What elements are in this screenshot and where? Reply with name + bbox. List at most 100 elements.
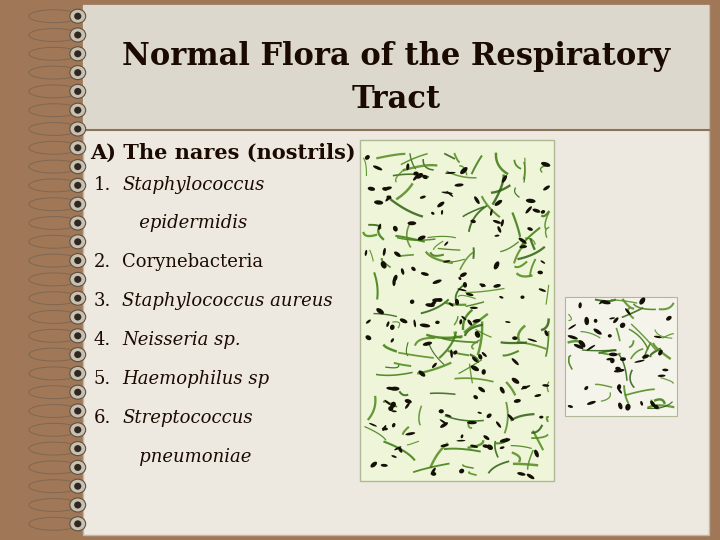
Ellipse shape	[371, 462, 377, 468]
Ellipse shape	[440, 419, 447, 424]
Ellipse shape	[74, 107, 81, 114]
Ellipse shape	[70, 310, 86, 324]
Ellipse shape	[474, 197, 480, 204]
Ellipse shape	[493, 284, 501, 288]
Ellipse shape	[459, 319, 462, 325]
Ellipse shape	[74, 13, 81, 19]
Ellipse shape	[74, 502, 81, 509]
Ellipse shape	[470, 220, 476, 223]
Ellipse shape	[74, 351, 81, 358]
Ellipse shape	[374, 200, 383, 205]
Ellipse shape	[477, 411, 482, 414]
Bar	[565, 297, 677, 416]
Ellipse shape	[606, 358, 613, 360]
Ellipse shape	[401, 268, 405, 275]
Ellipse shape	[625, 308, 631, 315]
Ellipse shape	[378, 224, 381, 230]
Ellipse shape	[445, 414, 451, 417]
Ellipse shape	[471, 366, 479, 371]
Ellipse shape	[413, 172, 418, 176]
Ellipse shape	[441, 444, 449, 447]
Text: Tract: Tract	[351, 84, 441, 116]
Ellipse shape	[599, 300, 605, 304]
Ellipse shape	[618, 402, 623, 409]
Ellipse shape	[74, 31, 81, 38]
Ellipse shape	[377, 308, 384, 314]
Ellipse shape	[431, 212, 434, 215]
Ellipse shape	[457, 288, 467, 291]
Ellipse shape	[441, 210, 443, 215]
Ellipse shape	[70, 461, 86, 475]
Ellipse shape	[74, 125, 81, 132]
Ellipse shape	[496, 421, 501, 428]
Ellipse shape	[568, 325, 576, 329]
Ellipse shape	[411, 267, 415, 271]
Ellipse shape	[70, 404, 86, 418]
Ellipse shape	[385, 195, 391, 201]
Ellipse shape	[526, 206, 532, 213]
Ellipse shape	[74, 144, 81, 151]
Ellipse shape	[405, 403, 410, 409]
Ellipse shape	[521, 385, 531, 389]
Ellipse shape	[459, 469, 464, 474]
Ellipse shape	[387, 195, 392, 199]
Ellipse shape	[460, 167, 467, 174]
Ellipse shape	[421, 272, 429, 276]
Ellipse shape	[567, 335, 578, 340]
Ellipse shape	[470, 444, 478, 448]
Ellipse shape	[388, 406, 393, 411]
Ellipse shape	[541, 162, 550, 167]
Ellipse shape	[463, 282, 467, 288]
Ellipse shape	[74, 521, 81, 527]
Ellipse shape	[383, 248, 386, 256]
Ellipse shape	[390, 402, 396, 408]
Ellipse shape	[615, 367, 621, 371]
Ellipse shape	[437, 201, 444, 207]
Ellipse shape	[70, 291, 86, 305]
Ellipse shape	[70, 254, 86, 268]
Ellipse shape	[505, 321, 510, 323]
Ellipse shape	[405, 399, 412, 403]
Ellipse shape	[386, 321, 390, 327]
Text: A) The nares (nostrils): A) The nares (nostrils)	[90, 143, 356, 163]
Ellipse shape	[413, 320, 416, 327]
Ellipse shape	[544, 330, 549, 336]
Ellipse shape	[432, 298, 441, 302]
Bar	[83, 5, 709, 535]
Ellipse shape	[70, 65, 86, 79]
Ellipse shape	[384, 400, 390, 405]
Ellipse shape	[366, 320, 371, 323]
Ellipse shape	[390, 325, 395, 330]
Ellipse shape	[654, 336, 662, 338]
Ellipse shape	[534, 394, 541, 397]
Ellipse shape	[70, 235, 86, 249]
Ellipse shape	[70, 423, 86, 437]
Ellipse shape	[568, 405, 573, 408]
Text: 4.: 4.	[94, 331, 111, 349]
Ellipse shape	[654, 404, 659, 409]
Ellipse shape	[478, 354, 482, 360]
Ellipse shape	[74, 182, 81, 189]
Ellipse shape	[617, 384, 621, 390]
Ellipse shape	[384, 186, 392, 190]
Ellipse shape	[392, 278, 396, 286]
Ellipse shape	[478, 387, 485, 393]
Ellipse shape	[438, 409, 444, 414]
Ellipse shape	[392, 455, 397, 458]
Ellipse shape	[365, 250, 367, 256]
Ellipse shape	[408, 221, 416, 225]
Ellipse shape	[392, 410, 397, 412]
Text: Staphylococcus: Staphylococcus	[122, 176, 265, 193]
Ellipse shape	[70, 122, 86, 136]
Text: 6.: 6.	[94, 409, 111, 427]
Ellipse shape	[392, 423, 395, 428]
Text: 5.: 5.	[94, 370, 111, 388]
Text: Neisseria sp.: Neisseria sp.	[122, 331, 241, 349]
Ellipse shape	[70, 84, 86, 98]
Ellipse shape	[502, 175, 507, 183]
Ellipse shape	[666, 316, 672, 321]
Ellipse shape	[462, 316, 467, 320]
Ellipse shape	[74, 314, 81, 321]
Text: 1.: 1.	[94, 176, 111, 193]
Ellipse shape	[70, 498, 86, 512]
